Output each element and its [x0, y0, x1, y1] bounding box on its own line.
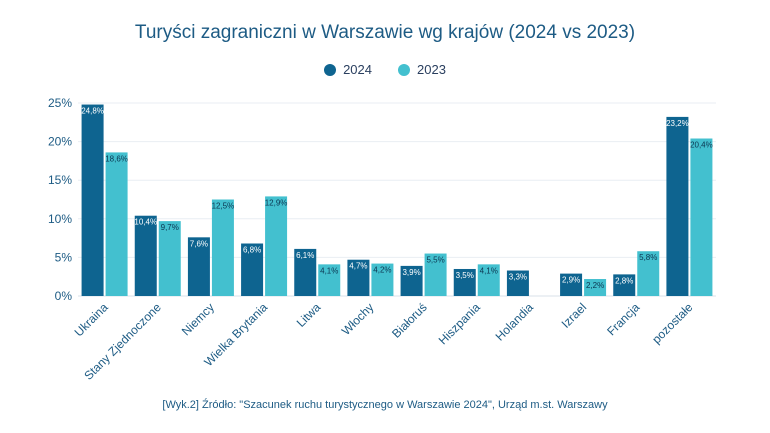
bar-2024: [241, 243, 264, 296]
data-label-2024: 3,9%: [402, 268, 420, 277]
bar-2023: [371, 263, 394, 296]
data-label-2023: 9,7%: [161, 223, 179, 232]
x-tick-label: Izrael: [559, 300, 590, 331]
bar-2023: [424, 253, 447, 296]
bar-2024: [347, 259, 370, 296]
data-label-2023: 5,8%: [639, 253, 657, 262]
data-label-2023: 4,1%: [480, 266, 498, 275]
x-tick-label: Holandia: [493, 300, 537, 344]
data-label-2023: 4,2%: [373, 266, 391, 275]
bar-2024: [453, 268, 476, 296]
legend-swatch-2024: [324, 63, 337, 76]
x-tick-label: Ukraina: [72, 300, 111, 339]
legend-item-2024[interactable]: 2024: [324, 62, 372, 77]
x-tick-label: Litwa: [294, 300, 324, 330]
data-label-2023: 4,1%: [320, 266, 338, 275]
y-tick-label: 0%: [55, 289, 73, 303]
chart-legend: 2024 2023: [0, 62, 770, 77]
data-label-2024: 3,3%: [509, 273, 527, 282]
data-label-2024: 4,7%: [349, 262, 367, 271]
y-tick-label: 5%: [55, 250, 73, 264]
x-tick-label: pozostałe: [649, 300, 695, 346]
data-label-2024: 10,4%: [134, 218, 157, 227]
data-label-2023: 18,6%: [105, 154, 128, 163]
bar-2024: [506, 270, 529, 296]
bar-2023: [690, 138, 713, 296]
x-tick-label: Hiszpania: [436, 300, 483, 347]
bar-2023: [477, 264, 500, 296]
legend-item-2023[interactable]: 2023: [398, 62, 446, 77]
bar-2024: [613, 274, 636, 296]
data-label-2024: 24,8%: [81, 107, 104, 116]
data-label-2024: 6,1%: [296, 251, 314, 260]
data-label-2024: 2,8%: [615, 276, 633, 285]
y-tick-label: 25%: [48, 96, 72, 110]
x-tick-label: Francja: [604, 300, 642, 338]
data-label-2024: 2,9%: [562, 276, 580, 285]
bar-2023: [637, 251, 660, 296]
bar-2024: [294, 248, 317, 296]
bar-2024: [666, 116, 689, 297]
legend-swatch-2023: [398, 63, 410, 76]
bar-2023: [265, 196, 288, 296]
chart-source-note: [Wyk.2] Źródło: "Szacunek ruchu turystyc…: [162, 399, 608, 411]
bar-2023: [158, 221, 181, 296]
data-label-2023: 2,2%: [586, 281, 604, 290]
data-label-2023: 5,5%: [426, 256, 444, 265]
bar-2023: [105, 152, 128, 296]
data-label-2023: 12,9%: [265, 198, 288, 207]
bar-2024: [400, 265, 423, 296]
data-label-2024: 3,5%: [456, 271, 474, 280]
x-tick-label: Niemcy: [179, 300, 217, 338]
x-tick-label: Białoruś: [389, 300, 430, 341]
bar-2024: [187, 237, 210, 296]
chart-title: Turyści zagraniczni w Warszawie wg krajó…: [134, 22, 636, 43]
legend-label-2024: 2024: [343, 62, 372, 77]
data-label-2023: 12,5%: [212, 202, 235, 211]
data-label-2024: 7,6%: [190, 239, 208, 248]
data-label-2024: 6,8%: [243, 246, 261, 255]
bar-2024: [560, 273, 583, 296]
bar-2024: [81, 104, 104, 296]
y-tick-label: 20%: [48, 135, 72, 149]
data-label-2024: 23,2%: [666, 119, 689, 128]
y-tick-label: 10%: [48, 212, 72, 226]
legend-label-2023: 2023: [417, 62, 446, 77]
bar-2023: [318, 264, 341, 296]
bar-2024: [134, 215, 157, 296]
y-tick-label: 15%: [48, 173, 72, 187]
bar-2023: [584, 279, 607, 296]
data-label-2023: 20,4%: [690, 141, 713, 150]
bar-2023: [211, 199, 234, 296]
x-tick-label: Włochy: [339, 300, 377, 338]
